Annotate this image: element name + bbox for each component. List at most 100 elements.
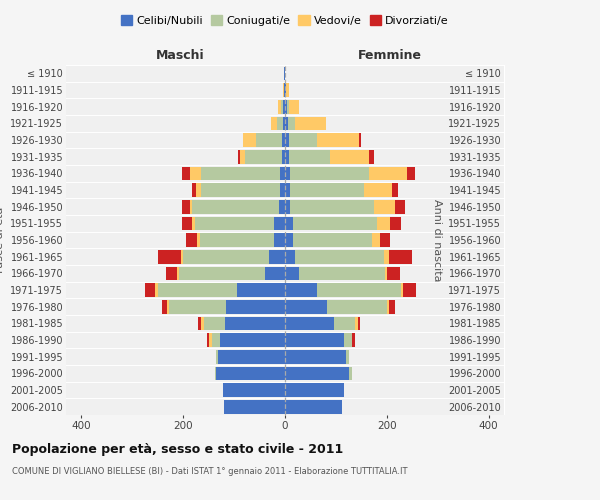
Bar (224, 400, 285, 413)
Bar (216, 366, 285, 380)
Bar (349, 366, 352, 380)
Bar (158, 250, 181, 264)
Bar (285, 200, 290, 213)
Bar (392, 183, 398, 197)
Bar (271, 116, 277, 130)
Bar (293, 216, 377, 230)
Bar (285, 366, 349, 380)
Bar (285, 100, 287, 114)
Bar (285, 350, 346, 364)
Bar (274, 233, 285, 247)
Bar (289, 133, 317, 147)
Bar (369, 166, 407, 180)
Bar (389, 250, 412, 264)
Bar (196, 183, 201, 197)
Bar (269, 250, 285, 264)
Bar (289, 150, 330, 164)
Bar (285, 116, 287, 130)
Bar (285, 133, 289, 147)
Bar (293, 233, 372, 247)
Y-axis label: Fasce di età: Fasce di età (0, 207, 5, 273)
Bar (281, 100, 283, 114)
Bar (364, 183, 392, 197)
Bar (265, 266, 285, 280)
Bar (289, 100, 299, 114)
Bar (346, 350, 349, 364)
Bar (395, 200, 404, 213)
Bar (181, 250, 183, 264)
Bar (283, 116, 285, 130)
Bar (280, 183, 285, 197)
Bar (240, 150, 245, 164)
Bar (284, 83, 285, 97)
Text: Maschi: Maschi (155, 48, 204, 62)
Bar (380, 233, 391, 247)
Bar (285, 183, 290, 197)
Bar (286, 83, 289, 97)
Bar (388, 266, 400, 280)
Bar (334, 316, 355, 330)
Bar (225, 316, 285, 330)
Bar (282, 133, 285, 147)
Bar (215, 366, 216, 380)
Bar (285, 83, 286, 97)
Bar (186, 233, 197, 247)
Bar (283, 100, 285, 114)
Bar (277, 116, 283, 130)
Bar (374, 200, 395, 213)
Bar (279, 200, 285, 213)
Bar (385, 250, 389, 264)
Bar (190, 200, 193, 213)
Bar (209, 333, 212, 347)
Bar (179, 266, 265, 280)
Bar (193, 200, 279, 213)
Y-axis label: Anni di nascita: Anni di nascita (431, 198, 442, 281)
Bar (201, 183, 280, 197)
Bar (200, 233, 274, 247)
Bar (283, 83, 284, 97)
Bar (285, 300, 327, 314)
Bar (167, 300, 169, 314)
Bar (389, 300, 395, 314)
Bar (290, 200, 374, 213)
Bar (285, 150, 289, 164)
Bar (317, 283, 401, 297)
Bar (223, 383, 285, 397)
Bar (162, 300, 167, 314)
Bar (285, 283, 317, 297)
Bar (201, 166, 280, 180)
Bar (358, 316, 361, 330)
Bar (155, 283, 158, 297)
Bar (190, 166, 201, 180)
Bar (385, 266, 388, 280)
Bar (290, 166, 369, 180)
Bar (407, 166, 415, 180)
Bar (359, 133, 361, 147)
Bar (236, 283, 285, 297)
Bar (197, 233, 200, 247)
Bar (285, 266, 299, 280)
Bar (182, 200, 190, 213)
Bar (285, 333, 344, 347)
Bar (387, 300, 389, 314)
Bar (285, 316, 334, 330)
Text: COMUNE DI VIGLIANO BIELLESE (BI) - Dati ISTAT 1° gennaio 2011 - Elaborazione TUT: COMUNE DI VIGLIANO BIELLESE (BI) - Dati … (12, 468, 407, 476)
Bar (158, 283, 236, 297)
Bar (193, 216, 195, 230)
Bar (295, 116, 326, 130)
Bar (201, 316, 203, 330)
Text: Popolazione per età, sesso e stato civile - 2011: Popolazione per età, sesso e stato civil… (12, 442, 343, 456)
Bar (285, 250, 295, 264)
Bar (199, 316, 201, 330)
Bar (212, 333, 220, 347)
Bar (183, 250, 269, 264)
Text: Femmine: Femmine (358, 48, 422, 62)
Bar (317, 133, 359, 147)
Bar (352, 333, 355, 347)
Bar (285, 233, 293, 247)
Bar (285, 216, 293, 230)
Bar (280, 166, 285, 180)
Bar (245, 150, 282, 164)
Bar (401, 283, 403, 297)
Bar (243, 133, 256, 147)
